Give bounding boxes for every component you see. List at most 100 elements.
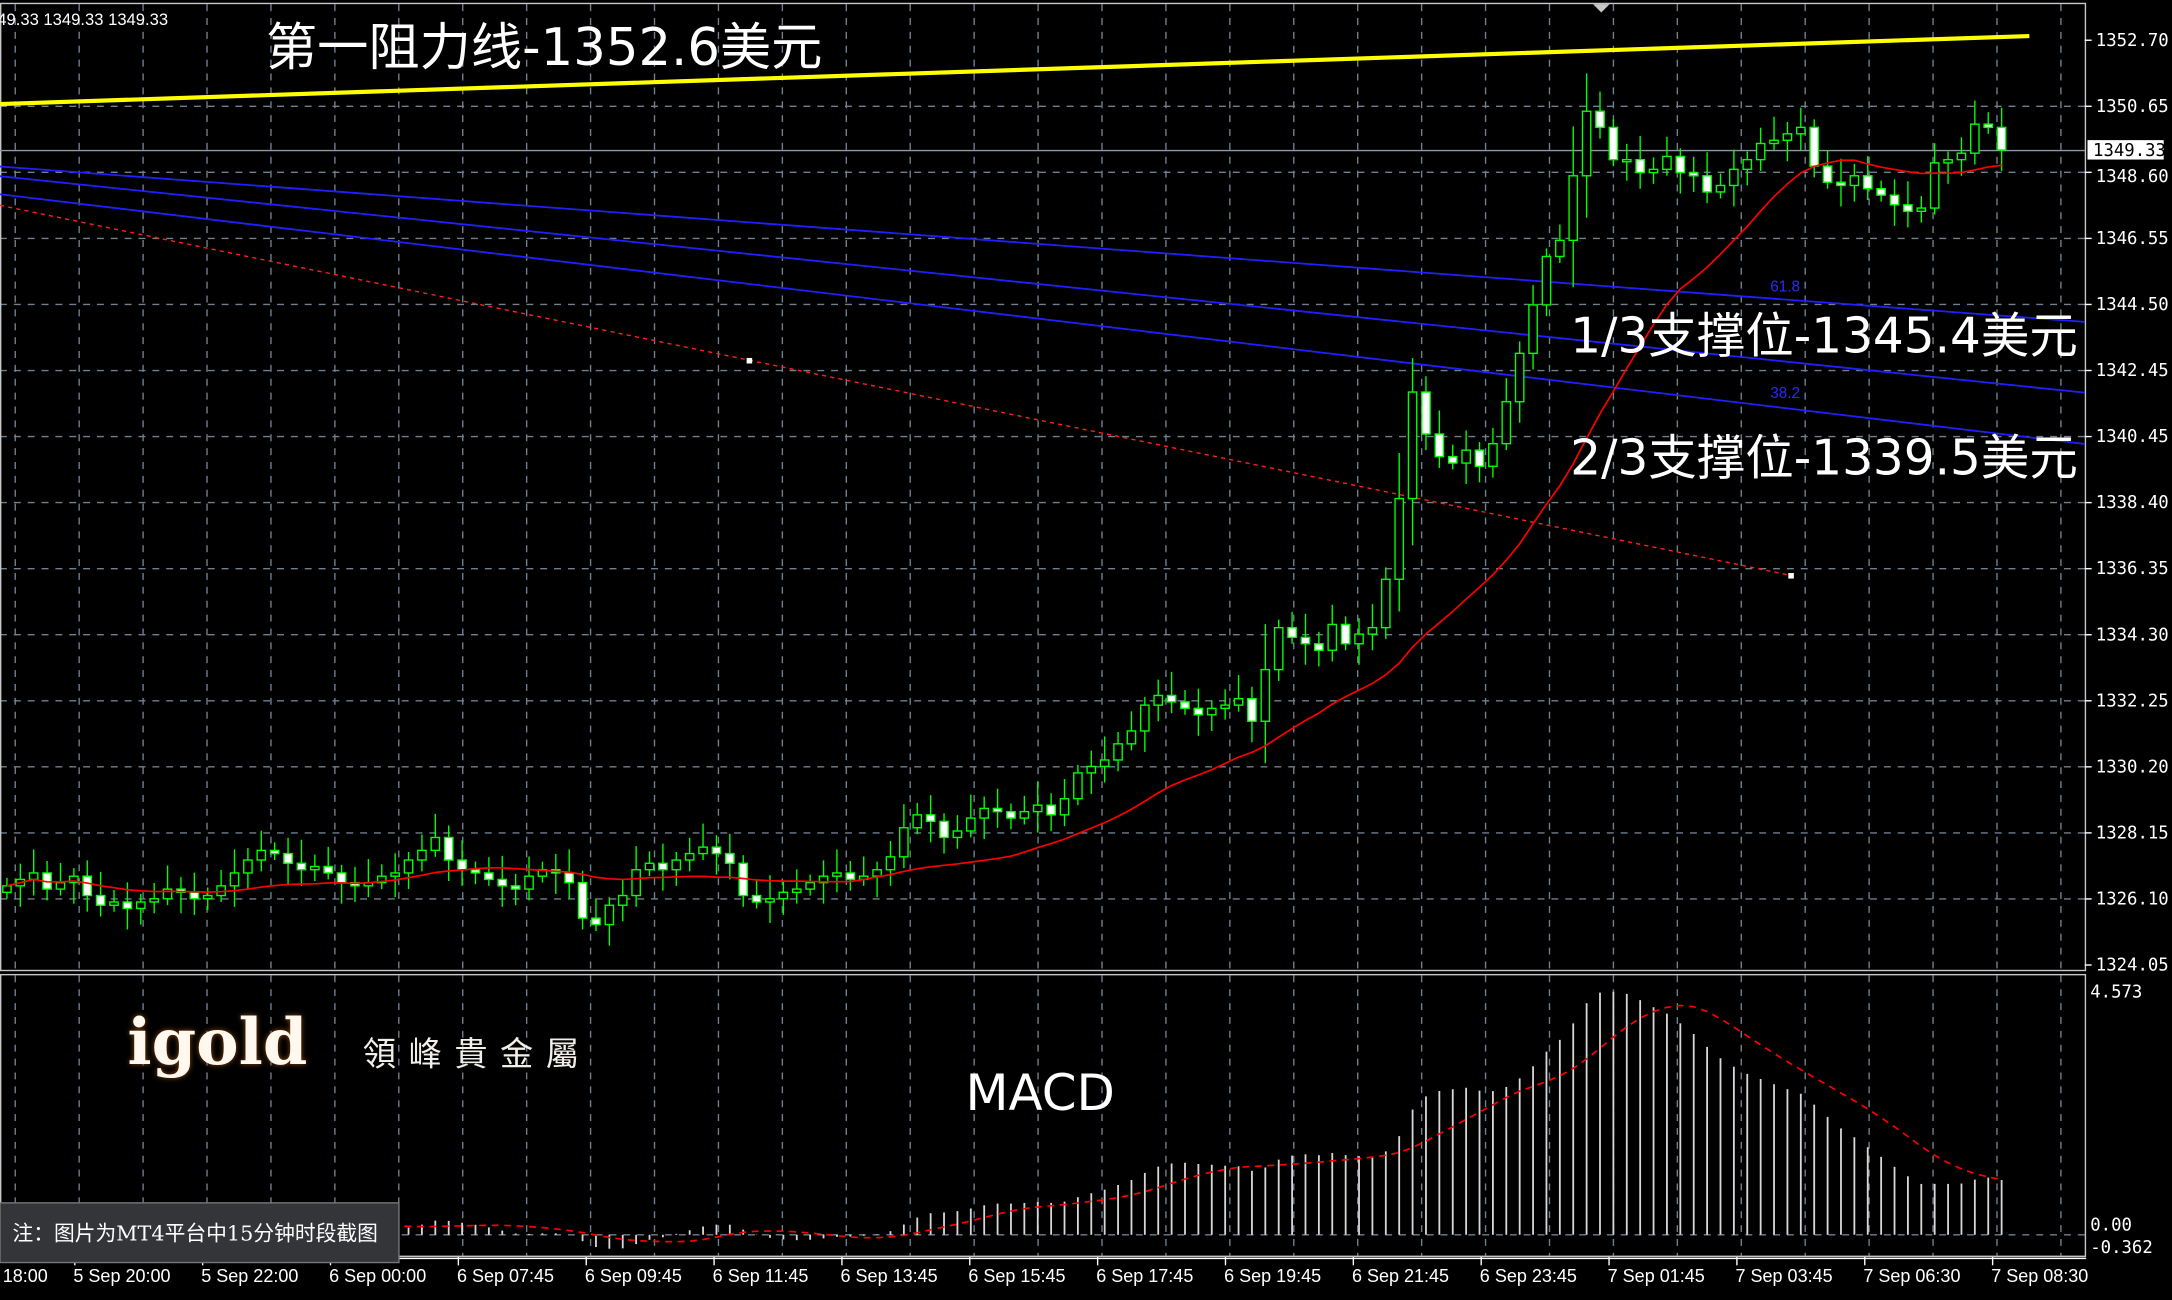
bull-candle [1233,697,1244,706]
bull-candle [202,894,213,900]
igold-logo: igold 領峰貴金屬 [127,1005,579,1080]
bull-candle [1059,798,1070,816]
bear-candle [1688,171,1699,177]
bear-candle [1903,204,1913,212]
bear-candle [1447,455,1458,464]
time-label: 6 Sep 11:45 [713,1266,809,1286]
bull-candle [1742,158,1753,171]
bear-candle [323,865,334,874]
bull-candle [2,885,12,894]
bear-candle [443,836,454,861]
resistance-annotation: 第一阻力线-1352.6美元 [266,18,822,78]
bear-candle [1193,707,1204,716]
bear-candle [497,878,508,887]
bull-candle [818,875,829,884]
macd-signal-line [6,1004,2002,1243]
bull-candle [1354,633,1364,645]
bull-candle [229,872,240,887]
bull-candle [912,814,923,829]
bull-candle [1086,765,1097,774]
price-label: 1350.65 [2096,97,2169,117]
bear-candle [658,862,668,871]
bull-candle [243,859,253,874]
bull-candle [979,807,990,819]
bull-candle [1113,743,1123,761]
price-label: 1352.70 [2096,31,2169,51]
bull-candle [952,830,963,839]
bull-candle [1019,810,1030,819]
bear-candle [484,872,494,881]
bull-candle [899,827,909,858]
time-axis: 18:00 5 Sep 20:00 5 Sep 22:00 6 Sep 00:00 6 … [3,1256,2088,1286]
bear-candle [82,875,93,897]
time-label: 5 Sep 22:00 [201,1266,298,1286]
bear-candle [1608,126,1619,161]
bull-candle [1795,126,1806,135]
bull-candle [256,849,267,861]
bear-candle [1876,188,1886,196]
bull-candle [403,859,414,874]
bull-candle [28,872,39,881]
bull-candle [604,904,615,926]
bull-candle [430,836,441,852]
bull-candle [1943,158,1953,164]
trendline-anchor[interactable] [1788,572,1794,579]
fib-label-618: 61.8 [1770,278,1800,295]
bear-candle [939,820,949,839]
current-price-label: 1349.33 [2093,141,2166,161]
fib-line-100 [0,165,2085,323]
bear-candle [1474,449,1485,467]
bear-candle [510,885,521,890]
bull-candle [1461,449,1471,464]
bear-candle [189,891,200,900]
bear-candle [1983,123,1994,129]
time-label: 6 Sep 15:45 [968,1266,1065,1286]
bull-candle [1501,401,1512,445]
bear-candle [577,881,588,919]
bull-candle [1541,255,1552,306]
bear-candle [925,814,936,823]
bull-candle [1367,626,1378,635]
support-2-3-annotation: 2/3支撑位-1339.5美元 [1570,430,2078,486]
price-label: 1342.45 [2096,361,2169,381]
price-label: 1346.55 [2096,229,2169,249]
bull-candle [644,862,655,871]
bull-candle [885,856,896,871]
price-label: 1348.60 [2096,167,2169,187]
main-panel-frame [0,2,2087,972]
bull-candle [1488,442,1498,467]
price-label: 1326.10 [2096,889,2169,909]
time-label: 7 Sep 03:45 [1736,1266,1833,1286]
bull-candle [1032,804,1043,813]
trendline-anchor[interactable] [746,357,753,364]
time-label: 6 Sep 00:00 [329,1266,426,1286]
time-label: 6 Sep 17:45 [1096,1266,1193,1286]
chart-shift-marker[interactable] [1592,4,1610,13]
bull-candle [1568,175,1579,242]
price-label: 1324.05 [2096,956,2169,976]
bull-candle [1956,152,1967,161]
bull-candle [671,859,682,871]
bull-candle [417,849,427,861]
bull-candle [1554,239,1565,258]
bull-candle [149,898,160,903]
macd-label: MACD [965,1064,1114,1122]
bear-candle [336,872,347,884]
bull-candle [1528,304,1538,355]
macd-zero-label: 0.00 [2090,1216,2132,1236]
bull-candle [1969,123,1980,154]
bull-candle [1273,626,1284,671]
bull-candle [1648,168,1659,174]
price-label: 1336.35 [2096,559,2169,579]
price-label: 1338.40 [2096,493,2169,513]
bear-candle [724,852,735,864]
bull-candle [1849,175,1860,187]
bear-candle [283,852,293,864]
bear-candle [95,894,106,906]
bear-candle [711,846,722,855]
bull-candle [1220,704,1231,710]
price-label: 1328.15 [2096,823,2169,843]
bull-candle [791,888,802,894]
time-label: 6 Sep 23:45 [1480,1266,1577,1286]
time-label: 18:00 [3,1266,48,1286]
